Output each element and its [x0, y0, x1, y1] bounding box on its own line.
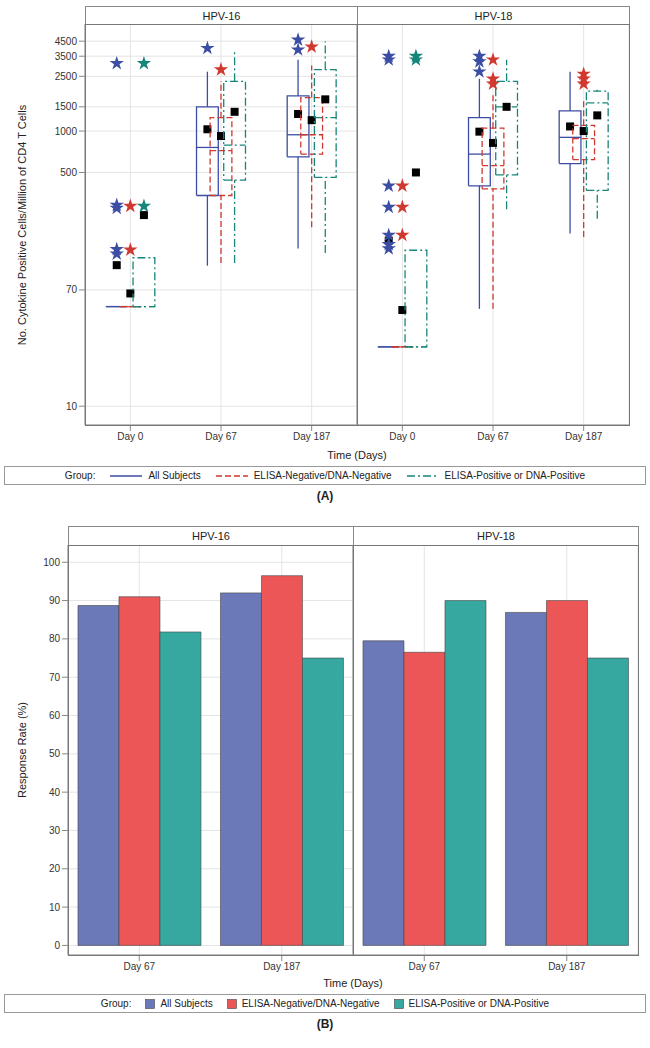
- svg-text:100: 100: [43, 557, 60, 568]
- svg-text:4500: 4500: [55, 36, 78, 47]
- svg-text:90: 90: [49, 595, 61, 606]
- svg-text:Day 187: Day 187: [293, 431, 331, 442]
- svg-text:1000: 1000: [55, 126, 78, 137]
- svg-text:Day 187: Day 187: [548, 961, 586, 972]
- html-text:HPV-16: HPV-16: [192, 530, 230, 542]
- svg-text:Day 0: Day 0: [389, 431, 416, 442]
- svg-text:60: 60: [49, 710, 61, 721]
- html-text:HPV-18: HPV-18: [474, 9, 513, 22]
- svg-text:Day 0: Day 0: [117, 431, 144, 442]
- html-text:ELISA-Positive or DNA-Positive: ELISA-Positive or DNA-Positive: [408, 998, 550, 1009]
- svg-text:70: 70: [66, 284, 78, 295]
- html-text:Time (Days): Time (Days): [323, 977, 383, 989]
- html-text:All Subjects: All Subjects: [160, 998, 213, 1009]
- html-text:Group:: Group:: [100, 998, 132, 1009]
- svg-text:0: 0: [54, 940, 60, 951]
- svg-text:40: 40: [49, 787, 61, 798]
- html-text:All Subjects: All Subjects: [148, 470, 201, 481]
- svg-text:Day 67: Day 67: [123, 961, 155, 972]
- html-text:Group:: Group:: [64, 470, 96, 481]
- svg-text:70: 70: [49, 672, 61, 683]
- html-text:(A): (A): [316, 489, 334, 503]
- html-text:Response Rate (%): Response Rate (%): [16, 702, 28, 798]
- svg-text:30: 30: [49, 825, 61, 836]
- svg-text:10: 10: [66, 401, 78, 412]
- html-text:ELISA-Negative/DNA-Negative: ELISA-Negative/DNA-Negative: [241, 998, 380, 1009]
- svg-text:Day 67: Day 67: [408, 961, 440, 972]
- html-text:HPV-18: HPV-18: [477, 530, 515, 542]
- svg-text:1500: 1500: [55, 101, 78, 112]
- html-text:Time (Days): Time (Days): [327, 449, 387, 461]
- svg-text:20: 20: [49, 863, 61, 874]
- html-text:(B): (B): [316, 1017, 334, 1031]
- svg-text:3500: 3500: [55, 51, 78, 62]
- svg-text:500: 500: [60, 167, 77, 178]
- svg-text:Day 187: Day 187: [263, 961, 301, 972]
- html-text:No. Cytokine Positive Cells/Mi: No. Cytokine Positive Cells/Million of C…: [16, 104, 28, 345]
- svg-text:Day 67: Day 67: [205, 431, 237, 442]
- svg-text:2500: 2500: [55, 71, 78, 82]
- svg-text:10: 10: [49, 902, 61, 913]
- html-text:HPV-16: HPV-16: [202, 9, 241, 22]
- svg-text:Day 187: Day 187: [565, 431, 603, 442]
- svg-text:50: 50: [49, 748, 61, 759]
- html-text:ELISA-Negative/DNA-Negative: ELISA-Negative/DNA-Negative: [253, 470, 392, 481]
- html-text:ELISA-Positive or DNA-Positive: ELISA-Positive or DNA-Positive: [444, 470, 586, 481]
- svg-text:80: 80: [49, 633, 61, 644]
- svg-text:Day 67: Day 67: [477, 431, 509, 442]
